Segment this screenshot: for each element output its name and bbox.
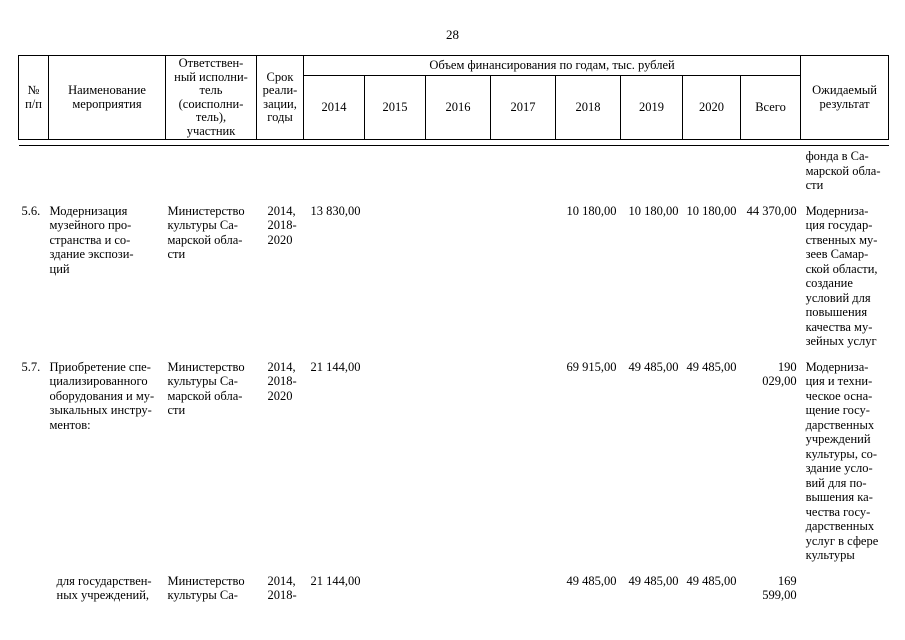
cell-total — [741, 146, 801, 204]
col-header-term: Срок реали- зации, годы — [256, 55, 304, 140]
cell-num — [19, 146, 49, 204]
cell-2015 — [365, 204, 426, 360]
cell-activity-name: Приобретение спе- циализированного обору… — [49, 359, 155, 432]
cell-2017 — [491, 204, 556, 360]
cell-activity-name: Модернизация музейного про- странства и … — [49, 203, 134, 276]
cell-2019 — [621, 146, 683, 204]
col-header-activity-name: Наименование мероприятия — [48, 55, 166, 140]
cell-2018 — [556, 146, 621, 204]
cell-2016 — [426, 204, 491, 360]
cell-2015 — [365, 146, 426, 204]
table-body: фонда в Са- марской обла- сти 5.6. Модер… — [18, 139, 889, 614]
table-row: 5.6. Модернизация музейного про- странст… — [19, 204, 889, 360]
col-header-num: № п/п — [18, 55, 49, 140]
cell-executor — [166, 146, 257, 204]
cell-term: 2014, 2018- 2020 — [267, 359, 297, 403]
cell-2018: 10 180,00 — [566, 203, 617, 218]
cell-total: 169 599,00 — [762, 573, 797, 603]
cell-num: 5.6. — [21, 203, 41, 218]
cell-executor: Министерство культуры Са- — [167, 573, 245, 603]
col-header-year-2018: 2018 — [555, 74, 621, 141]
table-header: № п/п Наименование мероприятия Ответстве… — [18, 55, 890, 141]
table-row: 5.7. Приобретение спе- циализированного … — [19, 360, 889, 574]
cell-total: 190 029,00 — [762, 359, 797, 389]
cell-2015 — [365, 360, 426, 574]
financing-table: № п/п Наименование мероприятия Ответстве… — [18, 55, 890, 614]
col-header-expected-result: Ожидаемый результат — [800, 55, 890, 140]
col-header-executor: Ответствен- ный исполни- тель (соисполни… — [165, 55, 257, 140]
cell-2019: 49 485,00 — [628, 359, 679, 374]
header-separator-line — [18, 139, 889, 146]
cell-expected-result: Модерниза- ция государ- ственных му- зее… — [805, 203, 878, 349]
cell-executor: Министерство культуры Са- марской обла- … — [167, 203, 245, 262]
col-header-year-2014: 2014 — [303, 74, 365, 141]
table-row: фонда в Са- марской обла- сти — [19, 146, 889, 204]
cell-total: 44 370,00 — [746, 203, 797, 218]
cell-2014 — [304, 146, 365, 204]
cell-num — [19, 574, 49, 614]
col-header-year-2019: 2019 — [620, 74, 683, 141]
cell-activity-name — [49, 146, 166, 204]
cell-executor: Министерство культуры Са- марской обла- … — [167, 359, 245, 418]
cell-2020 — [683, 146, 741, 204]
cell-expected-result: фонда в Са- марской обла- сти — [805, 149, 881, 192]
cell-2016 — [426, 360, 491, 574]
cell-2020: 10 180,00 — [686, 203, 737, 218]
cell-2017 — [491, 574, 556, 614]
cell-2020: 49 485,00 — [686, 573, 737, 588]
page-number: 28 — [446, 27, 459, 42]
col-header-total: Всего — [739, 74, 802, 141]
col-header-year-2020: 2020 — [682, 74, 741, 141]
cell-2018: 49 485,00 — [566, 573, 617, 588]
cell-2014: 21 144,00 — [310, 573, 361, 588]
cell-2019: 49 485,00 — [628, 573, 679, 588]
cell-num: 5.7. — [21, 359, 41, 374]
cell-2016 — [426, 574, 491, 614]
cell-2015 — [365, 574, 426, 614]
col-header-year-2015: 2015 — [364, 74, 426, 141]
separator-cell — [18, 139, 889, 146]
cell-term: 2014, 2018- 2020 — [267, 203, 297, 247]
cell-2019: 10 180,00 — [628, 203, 679, 218]
cell-term: 2014, 2018- — [267, 573, 297, 603]
cell-term — [257, 146, 304, 204]
col-header-year-2016: 2016 — [425, 74, 491, 141]
cell-2020: 49 485,00 — [686, 359, 737, 374]
cell-2018: 69 915,00 — [566, 359, 617, 374]
cell-expected-result: Модерниза- ция и техни- ческое осна- щен… — [805, 359, 879, 563]
header-row-years: 2014 2015 2016 2017 2018 2019 2020 Всего — [19, 74, 889, 141]
cell-2014: 13 830,00 — [310, 203, 361, 218]
col-header-financing-span: Объем финансирования по годам, тыс. рубл… — [302, 55, 802, 76]
cell-2016 — [426, 146, 491, 204]
cell-expected-result — [801, 574, 889, 614]
cell-2014: 21 144,00 — [310, 359, 361, 374]
col-header-year-2017: 2017 — [490, 74, 556, 141]
cell-2017 — [491, 360, 556, 574]
header-row-top: № п/п Наименование мероприятия Ответстве… — [18, 55, 890, 140]
cell-activity-name: для государствен- ных учреждений, — [56, 573, 152, 603]
cell-2017 — [491, 146, 556, 204]
table-row: для государствен- ных учреждений, Минист… — [19, 574, 889, 614]
